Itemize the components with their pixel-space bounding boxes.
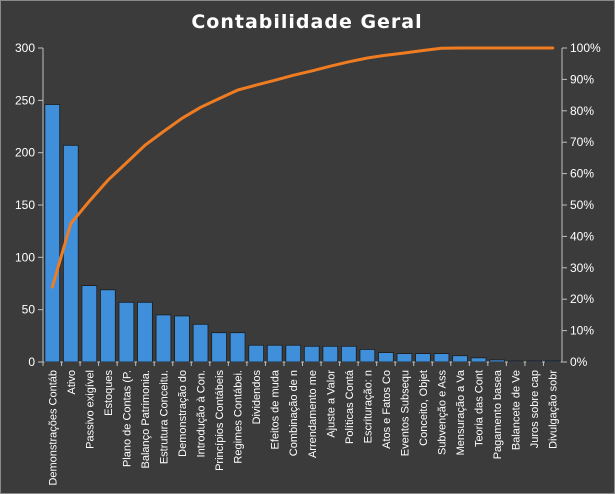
- category-label: Dividendos: [251, 370, 263, 425]
- category-label: Demonstração do: [177, 370, 189, 457]
- category-label: Balanço Patrimonia.: [140, 370, 152, 468]
- bar: [415, 353, 431, 363]
- y2-tick-label: 80%: [570, 104, 594, 118]
- y-axis-ticks: 0 50 100 150 200 250 300: [15, 41, 43, 369]
- category-label: Arrendamento me: [307, 370, 319, 458]
- category-label: Teoria das Cont: [474, 370, 486, 447]
- category-label: Ajuste a Valor: [325, 370, 337, 438]
- bar: [266, 344, 283, 363]
- cumulative-line-series: [50, 46, 555, 289]
- category-label: Divulgação sobr: [548, 370, 560, 449]
- bar: [62, 144, 79, 363]
- category-label: Políticas Contá: [344, 369, 356, 444]
- bar: [81, 285, 98, 363]
- bar: [452, 355, 468, 363]
- bar: [303, 345, 320, 363]
- category-label: Combinação de n: [288, 370, 300, 456]
- category-label: Subvenção e Ass: [437, 370, 449, 456]
- bar: [174, 315, 190, 363]
- category-label: Balancete de Ve: [511, 370, 523, 450]
- y2-tick-label: 40%: [570, 229, 594, 243]
- category-label: Juros sobre cap: [529, 370, 541, 448]
- y2-tick-label: 30%: [570, 261, 594, 275]
- y2-axis-ticks: 0% 10% 20% 30% 40% 50% 60% 70% 80% 90% 100%: [562, 41, 601, 369]
- bar: [229, 332, 246, 363]
- bar: [192, 323, 209, 363]
- bar: [489, 359, 505, 363]
- category-label: Mensuração a Va: [455, 369, 467, 455]
- bar: [544, 360, 561, 363]
- bar: [137, 301, 153, 363]
- bar: [248, 344, 264, 363]
- bar: [526, 360, 543, 363]
- bar: [100, 289, 116, 363]
- y-tick-label: 300: [15, 41, 35, 55]
- category-label: Passivo exigível: [84, 370, 96, 449]
- y2-tick-label: 20%: [570, 292, 594, 306]
- y-tick-label: 200: [15, 146, 35, 160]
- bar: [507, 360, 524, 363]
- bar: [285, 344, 302, 363]
- y2-tick-label: 60%: [570, 167, 594, 181]
- y-tick-label: 150: [15, 198, 35, 212]
- cumulative-line: [50, 46, 555, 289]
- bar: [211, 332, 227, 363]
- chart-title: Contabilidade Geral: [191, 11, 422, 33]
- category-label: Demonstrações Contáb: [47, 370, 59, 486]
- y2-tick-label: 70%: [570, 135, 594, 149]
- bar-series: [44, 104, 561, 363]
- bar: [341, 345, 357, 363]
- bar: [155, 314, 172, 363]
- y-tick-label: 0: [28, 355, 35, 369]
- category-label: Ativo: [66, 370, 78, 394]
- category-label: Regimes Contábei.: [233, 370, 245, 464]
- bar: [322, 345, 339, 363]
- y-tick-label: 100: [15, 250, 35, 264]
- category-label: Plano de Contas (P.: [121, 370, 133, 467]
- category-label: Introdução à Con.: [196, 370, 208, 457]
- y-tick-label: 250: [15, 93, 35, 107]
- category-label: Pagamento basea: [492, 369, 504, 459]
- category-label: Estoques: [103, 370, 115, 416]
- y2-tick-label: 10%: [570, 324, 594, 338]
- y-tick-label: 50: [22, 303, 36, 317]
- bar: [470, 357, 487, 363]
- bar: [433, 353, 450, 363]
- category-label: Estrutura Conceitu.: [158, 370, 170, 464]
- category-label: Eventos Subsequ: [399, 370, 411, 456]
- category-label: Efeitos de muda: [270, 369, 282, 449]
- bar: [44, 104, 61, 363]
- category-labels: Demonstrações Contáb Ativo Passivo exigíve…: [42, 362, 560, 486]
- y2-tick-label: 50%: [570, 198, 594, 212]
- bar: [118, 301, 135, 363]
- category-label: Princípios Contábeis: [214, 370, 226, 471]
- category-label: Escrituração: n: [362, 370, 374, 443]
- y2-tick-label: 0%: [570, 355, 588, 369]
- y2-tick-label: 100%: [570, 41, 601, 55]
- bar: [378, 352, 394, 363]
- bar: [359, 349, 376, 363]
- category-label: Atos e Fatos Co: [381, 370, 393, 449]
- bar: [396, 353, 413, 363]
- y2-tick-label: 90%: [570, 72, 594, 86]
- category-label: Conceito, Objet: [418, 370, 430, 446]
